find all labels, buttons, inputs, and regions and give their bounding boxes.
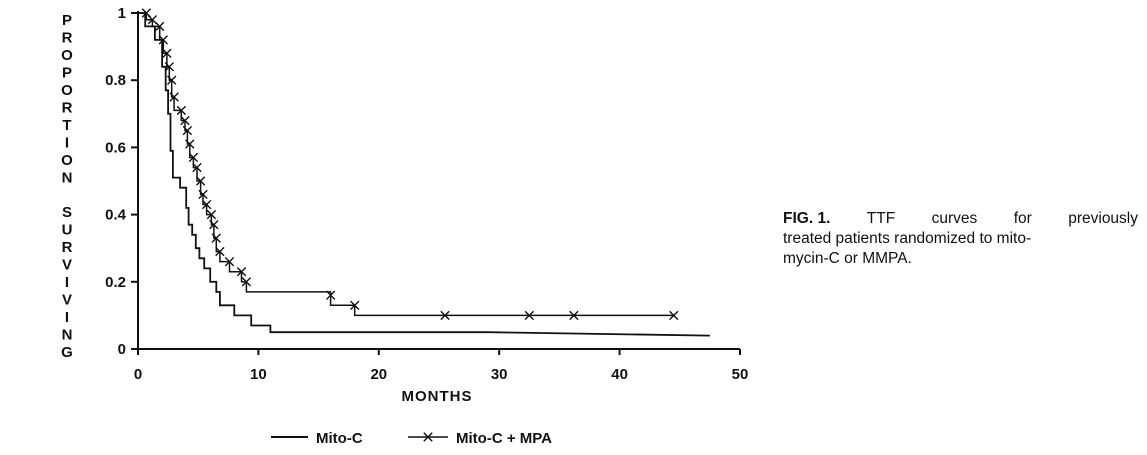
- series-point: [209, 219, 219, 230]
- x-tick-label: 10: [250, 366, 267, 383]
- y-tick-label: 0: [118, 341, 126, 358]
- legend-label-mito-c-mpa: Mito-C + MPA: [456, 430, 552, 447]
- y-label-letter: U: [62, 222, 73, 239]
- y-label-letter: O: [61, 47, 73, 64]
- series-point: [176, 105, 187, 116]
- caption-word: TTF: [866, 210, 896, 227]
- series-point: [158, 35, 168, 45]
- axis-ticks: 00.20.40.60.810 10 20 30 40 50: [105, 5, 748, 383]
- y-label-letter: O: [61, 152, 73, 169]
- series-point: [195, 176, 206, 186]
- y-tick-label: 1: [118, 5, 126, 22]
- y-label-letter: S: [62, 204, 72, 221]
- x-axis-label: MONTHS: [402, 388, 473, 405]
- series-point: [180, 115, 190, 126]
- series-line: [138, 12, 674, 317]
- y-tick-label: 0.8: [105, 72, 126, 89]
- series-point: [440, 310, 450, 321]
- x-tick-label: 20: [370, 366, 387, 383]
- series-point: [524, 310, 534, 321]
- caption-word: previously: [1068, 210, 1138, 227]
- y-label-letter: R: [62, 239, 73, 256]
- series-point: [241, 277, 252, 287]
- series-point: [188, 152, 199, 163]
- y-label-letter: I: [65, 274, 69, 291]
- x-tick-label: 50: [732, 366, 749, 383]
- series-point: [236, 267, 247, 277]
- caption-line-2: treated patients randomized to mito-: [783, 230, 1032, 247]
- series-point: [215, 246, 225, 257]
- series-point: [182, 125, 193, 136]
- x-tick-label: 0: [134, 366, 142, 383]
- series-point: [198, 189, 208, 200]
- y-label-letter: P: [62, 64, 72, 81]
- series-point: [569, 310, 579, 321]
- series-point: [325, 290, 336, 300]
- legend-x-marker: [423, 432, 433, 442]
- y-tick-label: 0.2: [105, 274, 126, 291]
- y-tick-label: 0.6: [105, 139, 126, 156]
- legend: Mito-C Mito-C + MPA: [271, 430, 552, 447]
- series-point: [169, 92, 179, 102]
- series-point: [185, 139, 195, 149]
- y-label-letter: I: [65, 134, 69, 151]
- figure-caption: FIG. 1. TTF curves for previously treate…: [783, 209, 1138, 269]
- y-label-letter: T: [62, 117, 71, 134]
- y-label-letter: I: [65, 309, 69, 326]
- y-label-letter: G: [61, 344, 73, 361]
- caption-word: for: [1013, 210, 1032, 227]
- caption-lead: FIG. 1.: [783, 210, 831, 227]
- legend-label-mito-c: Mito-C: [316, 430, 363, 447]
- y-label-letter: R: [62, 29, 73, 46]
- y-label-letter: N: [62, 327, 73, 344]
- series-point: [211, 233, 221, 243]
- series-point: [164, 62, 174, 72]
- series-0: [138, 12, 710, 337]
- y-label-letter: V: [62, 257, 72, 274]
- y-label-letter: N: [62, 169, 73, 186]
- series-point: [350, 300, 360, 311]
- series-line: [138, 12, 710, 337]
- series-point: [224, 256, 235, 267]
- series-point: [167, 75, 177, 85]
- caption-word: curves: [931, 210, 978, 227]
- y-label-letter: P: [62, 12, 72, 29]
- series-point: [154, 21, 165, 32]
- series-1: [138, 8, 679, 321]
- series-point: [206, 209, 217, 220]
- caption-line-1: FIG. 1. TTF curves for previously: [783, 209, 1138, 229]
- series-point: [201, 199, 212, 210]
- caption-line-3: mycin-C or MMPA.: [783, 250, 912, 267]
- y-label-letter: O: [61, 82, 73, 99]
- y-label-letter: V: [62, 292, 72, 309]
- series-point: [162, 48, 172, 59]
- x-tick-label: 40: [611, 366, 628, 383]
- y-label-letter: R: [62, 99, 73, 116]
- series-lines: [138, 8, 710, 337]
- x-tick-label: 30: [491, 366, 508, 383]
- series-point: [192, 162, 202, 173]
- series-point: [669, 310, 679, 321]
- y-tick-label: 0.4: [105, 207, 127, 224]
